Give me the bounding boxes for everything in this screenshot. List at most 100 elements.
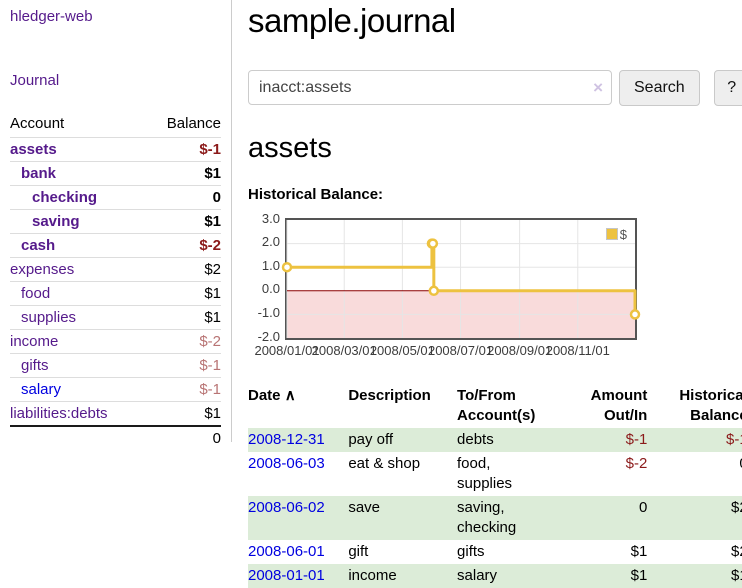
account-table-header-row: Account Balance xyxy=(10,112,221,138)
y-axis-tick-label: 3.0 xyxy=(261,210,280,226)
y-axis-tick-label: -2.0 xyxy=(257,328,280,344)
account-balance: $-2 xyxy=(145,233,221,258)
register-cell-date: 2008-12-31 xyxy=(248,428,348,452)
chart-title: Historical Balance: xyxy=(248,185,384,203)
clear-search-icon[interactable]: × xyxy=(593,77,603,97)
account-row: saving $1 xyxy=(10,209,221,234)
app-title-link[interactable]: hledger-web xyxy=(10,8,93,25)
register-cell-date: 2008-06-03 xyxy=(248,452,348,496)
register-cell-accounts: debts xyxy=(457,430,494,448)
account-row: liabilities:debts $1 xyxy=(10,401,221,426)
y-axis-tick-label: 1.0 xyxy=(261,257,280,273)
account-row: supplies $1 xyxy=(10,305,221,330)
register-cell-description: gift xyxy=(348,542,369,560)
account-row: food $1 xyxy=(10,281,221,306)
sidebar-account-link[interactable]: salary xyxy=(21,381,62,398)
register-cell-date: 2008-06-02 xyxy=(248,496,348,540)
account-row: gifts $-1 xyxy=(10,353,221,378)
register-cell-accounts: gifts xyxy=(457,542,485,560)
transaction-date-link[interactable]: 2008-06-03 xyxy=(248,454,325,472)
x-axis-tick-label: 2008/05/01 xyxy=(369,342,435,358)
register-row: 2008-06-02 save saving, checking 0 $2 xyxy=(248,495,742,540)
main-content: sample.journal × Search ? assets Histori… xyxy=(232,0,742,588)
register-cell-accounts: saving, checking xyxy=(457,498,517,536)
register-header-accounts: To/From Account(s) xyxy=(457,386,536,424)
total-spacer xyxy=(10,425,146,450)
register-header-balance: Historical Balance xyxy=(679,386,742,424)
register-cell-amount: $1 xyxy=(630,542,648,560)
account-balance: $-1 xyxy=(145,377,221,402)
sidebar-account-link[interactable]: checking xyxy=(32,189,98,206)
sidebar: hledger-web Journal Account Balance asse… xyxy=(0,0,232,450)
register-row: 2008-06-01 gift gifts $1 $2 xyxy=(248,540,742,564)
transaction-date-link[interactable]: 2008-12-31 xyxy=(248,430,325,448)
sidebar-item-journal[interactable]: Journal xyxy=(10,72,60,89)
register-cell-amount: $1 xyxy=(630,566,648,584)
register-header-amount: Amount Out/In xyxy=(590,386,648,424)
transaction-date-link[interactable]: 2008-06-01 xyxy=(248,542,325,560)
account-heading: assets xyxy=(248,131,332,164)
sidebar-account-link[interactable]: gifts xyxy=(21,357,49,374)
account-row: expenses $2 xyxy=(10,257,221,282)
account-balance: $1 xyxy=(145,305,221,330)
search-input-wrap: × xyxy=(248,70,612,106)
account-column-header: Account xyxy=(10,115,65,132)
x-axis-tick-label: 2008/07/01 xyxy=(427,342,494,358)
sidebar-account-link[interactable]: cash xyxy=(21,237,56,254)
sidebar-account-link[interactable]: assets xyxy=(10,141,57,158)
search-bar: × Search ? xyxy=(248,69,742,106)
sidebar-account-link[interactable]: bank xyxy=(21,165,57,182)
register-cell-date: 2008-06-01 xyxy=(248,540,348,564)
account-row: checking 0 xyxy=(10,185,221,210)
register-cell-description: save xyxy=(348,498,381,516)
account-row: cash $-2 xyxy=(10,233,221,258)
sidebar-account-link[interactable]: food xyxy=(21,285,51,302)
sidebar-account-link[interactable]: saving xyxy=(32,213,80,230)
register-cell-accounts: salary xyxy=(457,566,498,584)
register-cell-amount: 0 xyxy=(638,498,648,516)
y-axis-tick-label: -1.0 xyxy=(257,304,280,320)
register-cell-balance: $2 xyxy=(731,542,742,560)
sidebar-account-link[interactable]: supplies xyxy=(21,309,77,326)
account-balance: $2 xyxy=(145,257,221,282)
account-balance: $1 xyxy=(145,281,221,306)
register-cell-balance: $1 xyxy=(731,566,742,584)
account-balance: $1 xyxy=(145,209,221,234)
transaction-date-link[interactable]: 2008-01-01 xyxy=(248,566,325,584)
register-row: 2008-06-03 eat & shop food, supplies $-20 xyxy=(248,452,742,496)
sidebar-account-link[interactable]: income xyxy=(10,333,59,350)
y-axis-tick-label: 0.0 xyxy=(261,281,280,297)
x-axis-tick-label: 2008/03/01 xyxy=(311,342,377,358)
account-row: bank $1 xyxy=(10,161,221,186)
register-cell-date: 2008-01-01 xyxy=(248,564,348,588)
total-balance: 0 xyxy=(145,425,221,450)
register-cell-description: eat & shop xyxy=(348,454,421,472)
sidebar-account-link[interactable]: expenses xyxy=(10,261,75,278)
search-input[interactable] xyxy=(248,70,612,106)
sidebar-account-link[interactable]: liabilities:debts xyxy=(10,405,108,422)
y-axis-tick-label: 2.0 xyxy=(261,234,280,250)
account-row: assets $-1 xyxy=(10,137,221,162)
legend-swatch-icon xyxy=(605,228,618,241)
register-row: 2008-12-31 pay off debts $-1 $-1 xyxy=(248,427,742,452)
account-row: income $-2 xyxy=(10,329,221,354)
register-header-date[interactable]: Date ∧ xyxy=(248,386,296,404)
register-row: 2008-01-01 income salary $1 $1 xyxy=(248,563,742,588)
account-balance-table: Account Balance assets $-1 bank $1 checking 0… xyxy=(10,112,221,450)
register-header-description: Description xyxy=(348,386,431,404)
help-button[interactable]: ? xyxy=(713,69,742,106)
register-cell-accounts: food, supplies xyxy=(457,454,513,492)
search-button[interactable]: Search xyxy=(619,69,700,106)
account-balance: $-1 xyxy=(145,353,221,378)
register-cell-balance: $2 xyxy=(731,498,742,516)
register-cell-amount: $-1 xyxy=(625,430,648,448)
register-table: Date ∧ Description To/From Account(s) Am… xyxy=(248,384,742,588)
account-balance: $-1 xyxy=(145,137,221,162)
x-axis-tick-label: 2008/09/01 xyxy=(487,342,553,358)
register-cell-balance: 0 xyxy=(649,452,742,496)
chart-plot-area: $ xyxy=(281,217,641,340)
historical-balance-chart: $ 3.0 2.0 1.0 0.0 -1.0 -2.0 2008/01/01 2008/03/… xyxy=(248,211,742,358)
account-row: salary $-1 xyxy=(10,377,221,402)
transaction-date-link[interactable]: 2008-06-02 xyxy=(248,498,325,516)
